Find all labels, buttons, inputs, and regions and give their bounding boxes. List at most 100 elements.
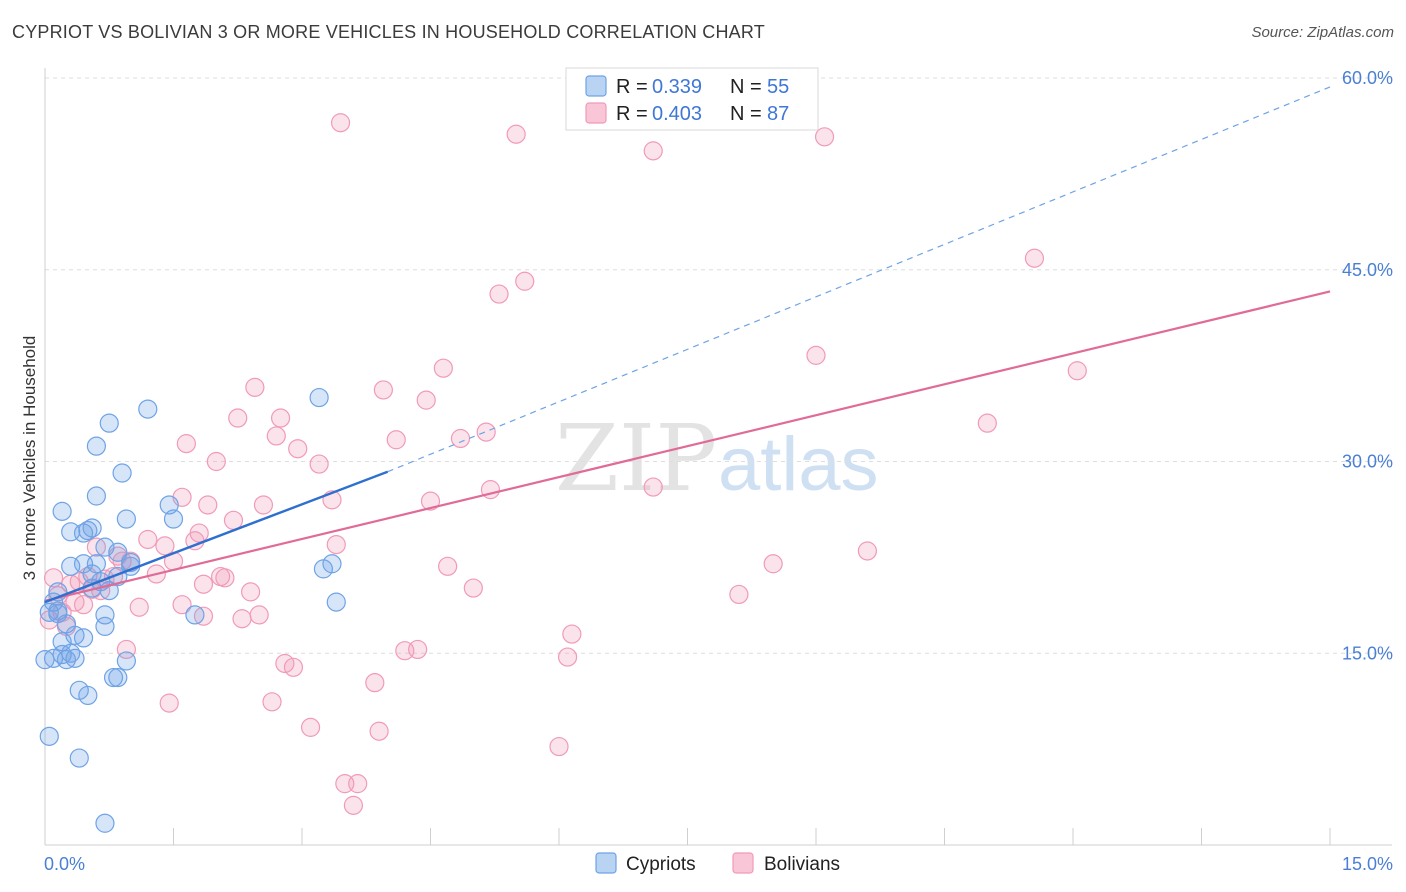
bolivians-point <box>300 717 321 737</box>
cypriots-points <box>35 387 346 833</box>
bolivians-point <box>562 624 582 644</box>
cypriots-trend-line <box>44 470 389 604</box>
cypriots-legend-swatch <box>585 75 607 97</box>
legend-cypriots-label: Cypriots <box>626 854 696 875</box>
bolivians-n-value: 87 <box>767 103 789 125</box>
x-tick-label-max: 15.0% <box>1342 854 1393 874</box>
bolivians-point <box>73 595 94 615</box>
bolivians-point <box>386 430 406 450</box>
bolivians-point <box>215 568 235 588</box>
bolivians-point <box>489 284 509 304</box>
bolivians-point <box>463 578 483 598</box>
cypriots-point <box>112 463 132 483</box>
bolivians-point <box>326 534 346 555</box>
series-legend: Cypriots Bolivians <box>595 852 840 875</box>
cypriots-r-value: 0.339 <box>652 76 702 98</box>
cypriots-n-label: N = <box>730 76 762 98</box>
cypriots-point <box>86 554 107 574</box>
bolivians-point <box>857 541 878 561</box>
cypriots-point <box>322 554 342 574</box>
bolivians-point <box>232 609 252 629</box>
cypriots-point <box>48 601 68 621</box>
bolivians-point <box>253 495 274 515</box>
source-label: Source: ZipAtlas.com <box>1251 24 1394 41</box>
bolivians-point <box>309 454 329 474</box>
cypriots-point <box>73 628 94 648</box>
bolivians-point <box>515 271 535 291</box>
cypriots-point <box>35 650 55 670</box>
cypriots-point <box>39 726 59 746</box>
bolivians-point <box>373 380 393 400</box>
cypriots-point <box>95 616 115 637</box>
cypriots-n-value: 55 <box>767 76 789 98</box>
cypriots-point <box>326 592 346 612</box>
bolivians-point <box>206 451 226 472</box>
y-tick-label-30: 30.0% <box>1342 452 1393 472</box>
bolivians-point <box>438 556 458 576</box>
bolivians-point <box>763 554 783 574</box>
y-axis-label: 3 or more Vehicles in Household <box>20 336 39 581</box>
bolivians-point <box>138 529 158 550</box>
cypriots-point <box>108 667 128 688</box>
bolivians-point <box>476 422 496 442</box>
cypriots-point <box>95 605 115 625</box>
cypriots-point <box>86 486 107 506</box>
cypriots-point <box>116 509 136 529</box>
bolivians-point <box>348 774 368 794</box>
gridlines <box>45 77 1392 654</box>
bolivians-r-label: R = <box>616 103 648 125</box>
bolivians-point <box>116 639 136 660</box>
legend-bolivians-swatch <box>732 852 754 874</box>
bolivians-point <box>1067 361 1087 381</box>
cypriots-point <box>309 387 329 408</box>
bolivians-point <box>408 639 428 660</box>
bolivians-point <box>369 721 389 741</box>
cypriots-point <box>138 399 158 419</box>
cypriots-point <box>56 650 77 670</box>
bolivians-point <box>330 113 351 133</box>
watermark-atlas: atlas <box>718 422 879 507</box>
bolivians-point <box>416 390 436 410</box>
cypriots-point <box>95 813 115 833</box>
bolivians-point <box>1024 248 1045 268</box>
cypriots-point <box>99 413 119 433</box>
bolivians-point <box>549 736 569 757</box>
y-tick-label-60: 60.0% <box>1342 68 1393 88</box>
bolivians-point <box>365 673 385 693</box>
bolivians-point <box>288 439 308 459</box>
bolivians-point <box>643 141 663 161</box>
bolivians-point <box>729 584 749 605</box>
bolivians-point <box>189 523 209 543</box>
y-tick-label-15: 15.0% <box>1342 643 1393 663</box>
legend-cypriots-swatch <box>595 852 617 874</box>
cypriots-point <box>108 542 128 562</box>
bolivians-n-label: N = <box>730 103 762 125</box>
bolivians-legend-swatch <box>585 102 607 124</box>
bolivians-point <box>241 582 261 602</box>
bolivians-point <box>343 795 363 815</box>
cypriots-point <box>82 518 102 538</box>
bolivians-point <box>643 477 663 497</box>
bolivians-point <box>176 434 196 454</box>
cypriots-point <box>95 537 115 557</box>
bolivians-point <box>977 413 997 433</box>
cypriots-point <box>103 667 124 688</box>
y-tick-label-45: 45.0% <box>1342 260 1393 280</box>
bolivians-point <box>262 692 282 712</box>
cypriots-point <box>185 605 205 625</box>
bolivians-point <box>223 510 244 530</box>
cypriots-point <box>52 501 72 521</box>
x-tick-label-min: 0.0% <box>44 854 85 874</box>
bolivians-point <box>228 408 248 428</box>
trend-lines <box>44 86 1331 604</box>
chart-title: CYPRIOT VS BOLIVIAN 3 OR MORE VEHICLES I… <box>12 22 765 42</box>
cypriots-point <box>78 685 98 706</box>
bolivians-point <box>270 408 291 428</box>
bolivians-point <box>420 491 441 511</box>
cypriots-trend-extension <box>387 86 1331 473</box>
bolivians-point <box>155 536 175 556</box>
bolivians-point <box>193 574 214 594</box>
stats-legend-box <box>565 67 819 131</box>
cypriots-point <box>69 748 89 768</box>
bolivians-point <box>814 127 835 147</box>
